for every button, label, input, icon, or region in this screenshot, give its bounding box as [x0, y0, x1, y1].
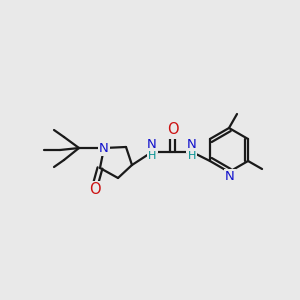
Text: H: H: [148, 151, 156, 161]
Text: H: H: [188, 151, 196, 161]
Text: N: N: [99, 142, 109, 154]
Text: O: O: [89, 182, 101, 197]
Text: N: N: [187, 139, 197, 152]
Text: N: N: [225, 170, 235, 184]
Text: N: N: [147, 139, 157, 152]
Text: O: O: [167, 122, 179, 137]
